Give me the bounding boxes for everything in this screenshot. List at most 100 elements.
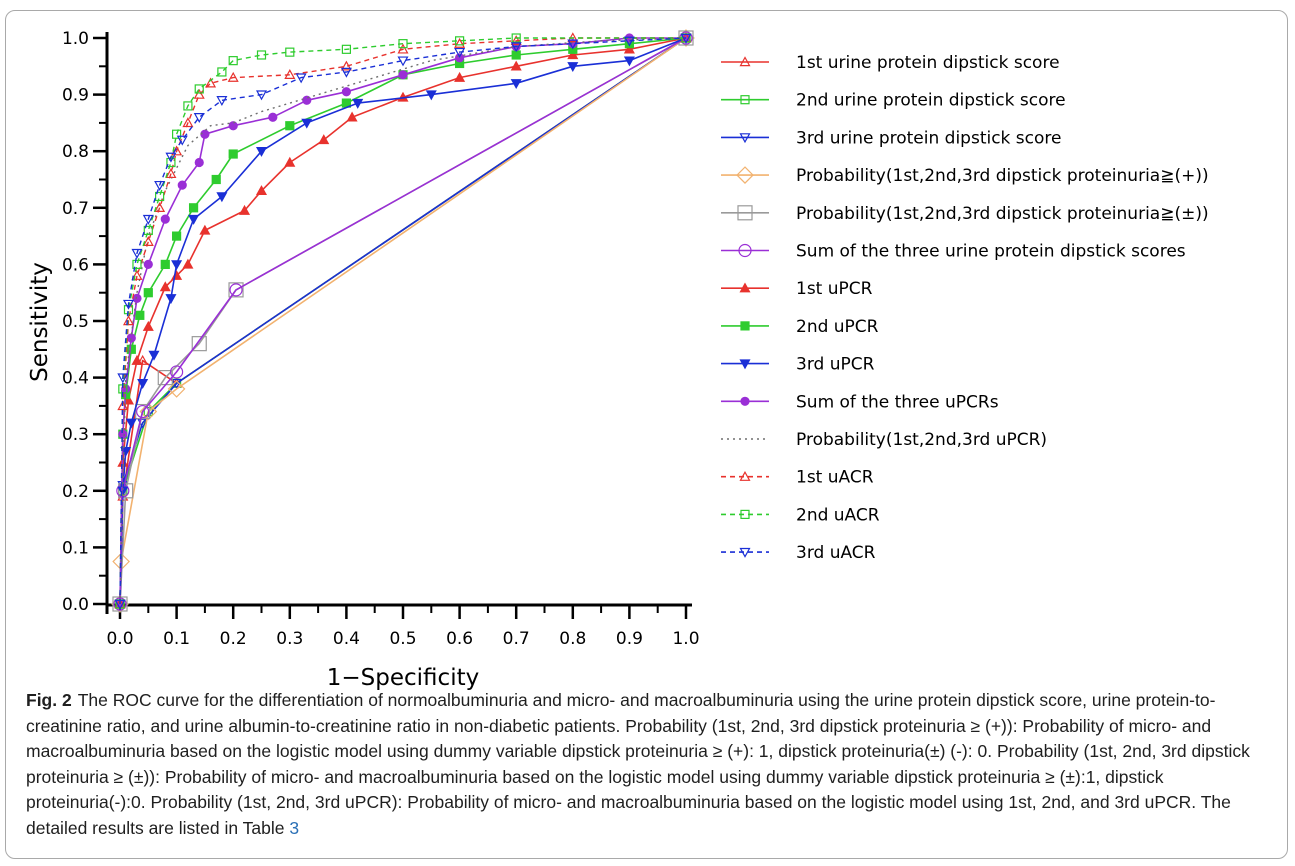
- roc-point: [170, 365, 184, 379]
- roc-point: [182, 258, 194, 269]
- roc-point: [341, 44, 351, 54]
- legend-label: Sum of the three urine protein dipstick …: [796, 242, 1186, 262]
- roc-point: [143, 288, 153, 298]
- roc-point: [122, 394, 135, 405]
- y-tick-label: 0.0: [62, 595, 89, 615]
- caption-text: The ROC curve for the differentiation of…: [26, 690, 1250, 838]
- legend-item: 2nd uPCR: [721, 317, 879, 337]
- roc-curve-line: [119, 37, 687, 605]
- figure-frame: [5, 10, 1288, 859]
- roc-point: [131, 248, 143, 259]
- roc-point: [397, 43, 409, 54]
- x-axis-label: 1−Specificity: [327, 665, 479, 690]
- roc-point: [228, 282, 244, 298]
- y-tick-label: 0.8: [62, 142, 89, 162]
- roc-point: [228, 56, 238, 66]
- roc-point: [199, 224, 211, 235]
- x-tick-label: 0.6: [446, 629, 473, 649]
- chart-series: [111, 29, 695, 613]
- roc-point: [165, 294, 177, 305]
- roc-point: [193, 113, 205, 123]
- y-axis-label: Sensitivity: [27, 262, 53, 382]
- roc-point: [285, 47, 295, 57]
- y-tick-label: 0.7: [62, 199, 89, 219]
- roc-point: [143, 225, 153, 236]
- roc-point: [122, 299, 135, 310]
- legend-item: 2nd uACR: [721, 505, 880, 525]
- legend-marker: [738, 243, 752, 258]
- roc-point: [255, 185, 268, 196]
- roc-point: [255, 90, 268, 101]
- y-tick-label: 0.4: [62, 369, 89, 389]
- roc-point: [454, 47, 466, 58]
- legend-marker: [739, 56, 751, 67]
- legend-marker: [739, 133, 751, 144]
- roc-point: [132, 293, 142, 303]
- legend-marker: [737, 205, 753, 221]
- roc-point: [454, 37, 466, 48]
- roc-point: [171, 260, 183, 271]
- legend-item: Sum of the three uPCRs: [721, 392, 999, 412]
- roc-point: [211, 174, 221, 185]
- roc-series: [114, 32, 692, 609]
- roc-point: [135, 310, 145, 320]
- roc-point: [567, 49, 579, 60]
- x-tick-label: 1.0: [672, 629, 699, 649]
- roc-point: [167, 380, 186, 398]
- legend-label: 2nd uPCR: [796, 317, 879, 337]
- table-reference-link[interactable]: 3: [289, 817, 300, 838]
- y-tick-label: 0.3: [62, 425, 89, 445]
- roc-point: [131, 269, 143, 280]
- roc-point: [193, 88, 205, 99]
- roc-point: [139, 402, 158, 421]
- roc-point: [567, 39, 579, 50]
- roc-series: [114, 33, 692, 610]
- roc-point: [148, 350, 160, 361]
- roc-point: [510, 35, 522, 46]
- roc-chart: 0.0 0.1 0.2 0.3 0.4 0.5 0.6 0.7 0.8 0.9 1.0 0.0 0.1 0…: [27, 29, 1209, 690]
- roc-point: [126, 344, 136, 354]
- legend-label: 1st uPCR: [796, 279, 873, 299]
- roc-point: [182, 117, 194, 128]
- roc-point: [227, 71, 239, 82]
- legend-marker: [740, 95, 750, 105]
- roc-point: [284, 69, 296, 79]
- y-tick-label: 0.2: [62, 482, 89, 502]
- roc-point: [217, 67, 227, 77]
- roc-curve-line: [119, 37, 687, 605]
- x-tick-label: 0.9: [616, 629, 643, 649]
- roc-point: [425, 90, 437, 101]
- roc-point: [160, 214, 170, 224]
- legend-label: 2nd urine protein dipstick score: [796, 91, 1066, 111]
- roc-point: [142, 214, 154, 225]
- legend-item: Sum of the three urine protein dipstick …: [721, 242, 1186, 262]
- legend-marker: [740, 321, 750, 331]
- roc-point: [177, 180, 187, 190]
- roc-series: [119, 37, 687, 605]
- roc-point: [176, 135, 188, 146]
- roc-point: [398, 39, 408, 49]
- roc-curve-line: [119, 37, 686, 605]
- legend-item: 1st uACR: [721, 468, 874, 488]
- roc-point: [132, 259, 142, 269]
- legend-item: Probability(1st,2nd,3rd uPCR): [721, 430, 1047, 450]
- roc-point: [205, 77, 217, 88]
- y-tick-label: 0.5: [62, 312, 89, 332]
- roc-curve-line: [119, 37, 687, 605]
- y-tick-label: 0.1: [62, 538, 89, 558]
- roc-point: [194, 157, 204, 168]
- y-tick-label: 0.9: [62, 86, 89, 106]
- legend-marker: [736, 166, 754, 184]
- roc-point: [454, 71, 466, 82]
- roc-point: [188, 214, 200, 225]
- roc-point: [194, 84, 204, 94]
- roc-point: [228, 121, 238, 131]
- roc-curve-line: [119, 37, 687, 605]
- roc-series: [115, 33, 691, 609]
- legend-label: 1st urine protein dipstick score: [796, 53, 1060, 73]
- roc-point: [285, 121, 295, 131]
- roc-point: [340, 60, 352, 71]
- roc-point: [117, 486, 129, 497]
- roc-curve-line: [119, 37, 687, 605]
- roc-point: [117, 373, 129, 384]
